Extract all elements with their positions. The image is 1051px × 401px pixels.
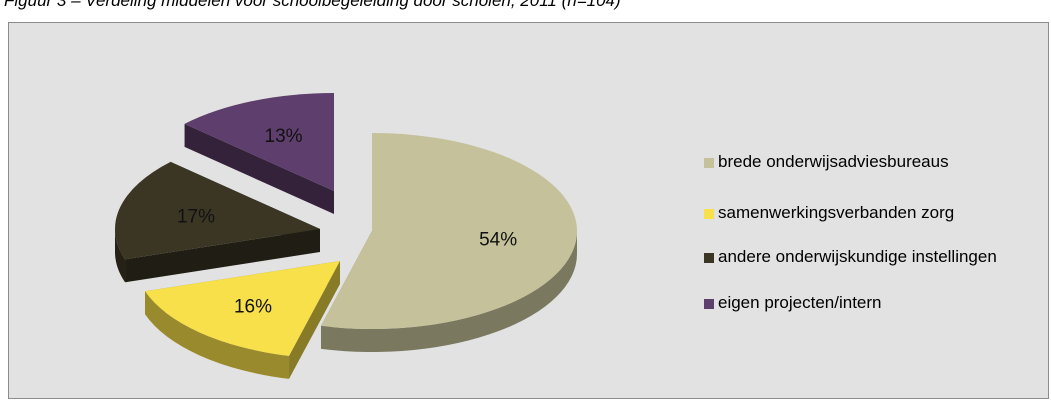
data-label: 16% bbox=[234, 296, 272, 317]
data-label: 54% bbox=[479, 230, 517, 251]
legend-item-eigen-projecten-intern: eigen projecten/intern bbox=[704, 293, 882, 312]
pie-slice-side bbox=[321, 231, 577, 352]
legend-swatch bbox=[704, 158, 714, 168]
legend-swatch bbox=[704, 253, 714, 263]
pie-slice bbox=[321, 133, 578, 330]
pie-slice bbox=[115, 161, 321, 260]
pie-slice-side bbox=[145, 291, 290, 379]
pie-slice bbox=[145, 261, 340, 356]
legend-label: andere onderwijskundige instellingen bbox=[718, 247, 997, 266]
data-label: 17% bbox=[177, 207, 215, 228]
legend-swatch bbox=[704, 299, 714, 309]
pie-slice-side bbox=[115, 229, 126, 283]
pie-slice-edge bbox=[125, 229, 320, 283]
legend-label: eigen projecten/intern bbox=[718, 293, 882, 312]
pie-slice-edge bbox=[184, 123, 334, 214]
pie-slice bbox=[184, 93, 334, 191]
pie-slice-edge bbox=[289, 261, 340, 379]
data-label: 13% bbox=[265, 126, 303, 147]
figure-caption: Figuur 3 – Verdeling middelen voor schoo… bbox=[4, 0, 621, 10]
legend-item-samenwerkingsverbanden-zorg: samenwerkingsverbanden zorg bbox=[704, 203, 954, 222]
legend-item-brede-onderwijsadviesbureaus: brede onderwijsadviesbureaus bbox=[704, 152, 949, 171]
legend-item-andere-onderwijskundige-instellingen: andere onderwijskundige instellingen bbox=[704, 247, 997, 266]
legend-label: brede onderwijsadviesbureaus bbox=[718, 152, 949, 171]
legend-label: samenwerkingsverbanden zorg bbox=[718, 203, 955, 222]
legend-swatch bbox=[704, 209, 714, 219]
